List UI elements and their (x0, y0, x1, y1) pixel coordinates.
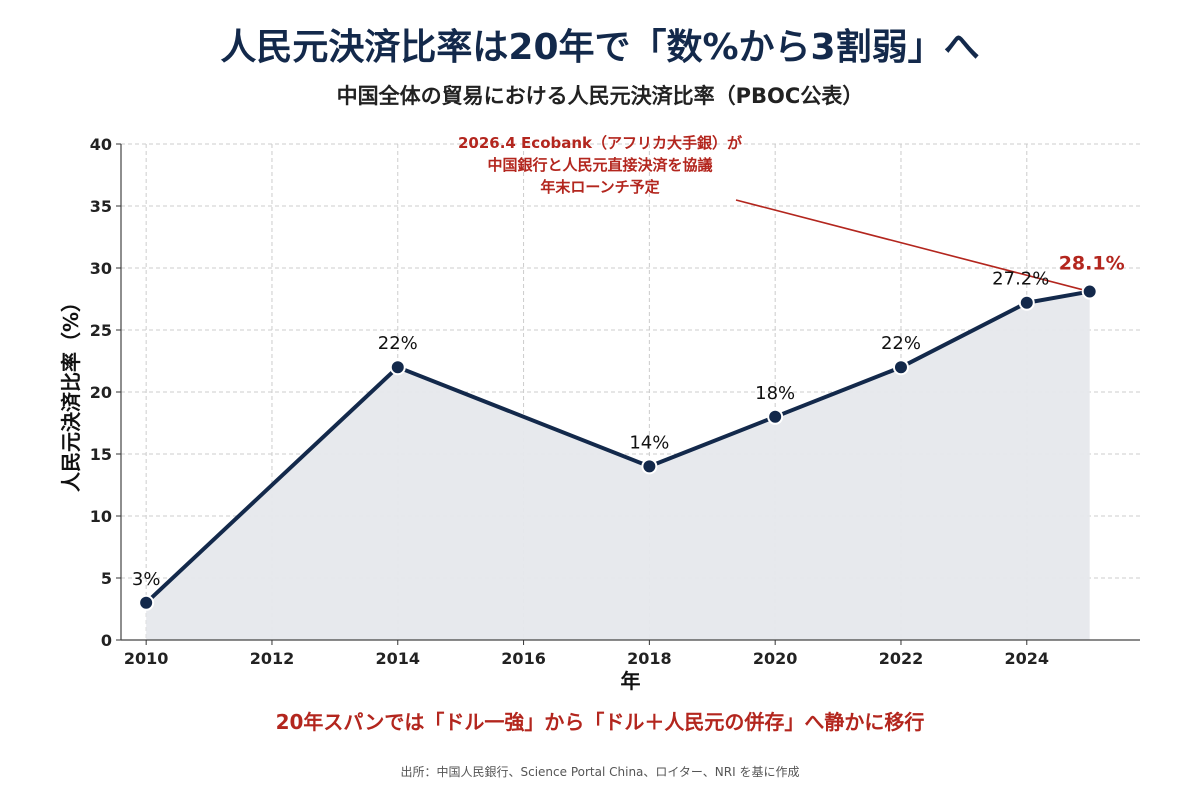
source-note: 出所：中国人民銀行、Science Portal China、ロイター、NRI … (400, 765, 800, 779)
y-tick-label: 20 (90, 383, 112, 402)
annotation: 2026.4 Ecobank（アフリカ大手銀）が 中国銀行と人民元直接決済を協議… (458, 134, 1090, 293)
data-label: 22% (378, 333, 418, 354)
data-label: 3% (132, 569, 161, 590)
data-label: 28.1% (1059, 253, 1125, 275)
data-label: 18% (755, 383, 795, 404)
y-axis-label: 人民元決済比率（%） (59, 292, 83, 492)
y-tick-label: 0 (101, 631, 112, 650)
data-point (1081, 283, 1098, 300)
annotation-leader-line (735, 199, 1090, 293)
data-points: 3% 22% 14% 18% 22% 27.2% 28.1% (132, 253, 1125, 611)
x-tick-label: 2010 (124, 649, 169, 668)
chart-subtitle: 中国全体の貿易における人民元決済比率（PBOC公表） (336, 84, 864, 108)
y-tick-label: 15 (90, 445, 112, 464)
data-point (892, 359, 909, 376)
ticks-layer: 0 5 10 15 20 25 30 35 40 2010 2012 2014 2016 2018 2020… (90, 135, 1049, 668)
y-tick-label: 40 (90, 135, 112, 154)
x-axis-label: 年 (621, 669, 641, 693)
data-label: 22% (881, 333, 921, 354)
conclusion-text: 20年スパンでは「ドル一強」から「ドル＋人民元の併存」へ静かに移行 (275, 710, 925, 734)
x-tick-label: 2024 (1005, 649, 1050, 668)
x-tick-label: 2012 (250, 649, 295, 668)
chart-title: 人民元決済比率は20年で「数%から3割弱」へ (220, 27, 980, 68)
y-tick-label: 10 (90, 507, 112, 526)
x-tick-label: 2016 (501, 649, 546, 668)
x-tick-label: 2018 (627, 649, 672, 668)
x-tick-label: 2014 (375, 649, 420, 668)
x-tick-label: 2020 (753, 649, 798, 668)
annotation-line-2: 中国銀行と人民元直接決済を協議 (487, 156, 712, 174)
data-point (1018, 294, 1035, 311)
data-label: 27.2% (992, 269, 1049, 290)
data-point (641, 458, 658, 475)
annotation-line-1: 2026.4 Ecobank（アフリカ大手銀）が (458, 134, 743, 152)
data-point (138, 594, 155, 611)
annotation-line-3: 年末ローンチ予定 (540, 178, 659, 196)
area-fill (146, 291, 1090, 640)
data-point (389, 359, 406, 376)
y-tick-label: 25 (90, 321, 112, 340)
y-tick-label: 35 (90, 197, 112, 216)
data-label: 14% (629, 432, 669, 453)
data-point (767, 408, 784, 425)
y-tick-label: 5 (101, 569, 112, 588)
y-tick-label: 30 (90, 259, 112, 278)
x-tick-label: 2022 (879, 649, 924, 668)
